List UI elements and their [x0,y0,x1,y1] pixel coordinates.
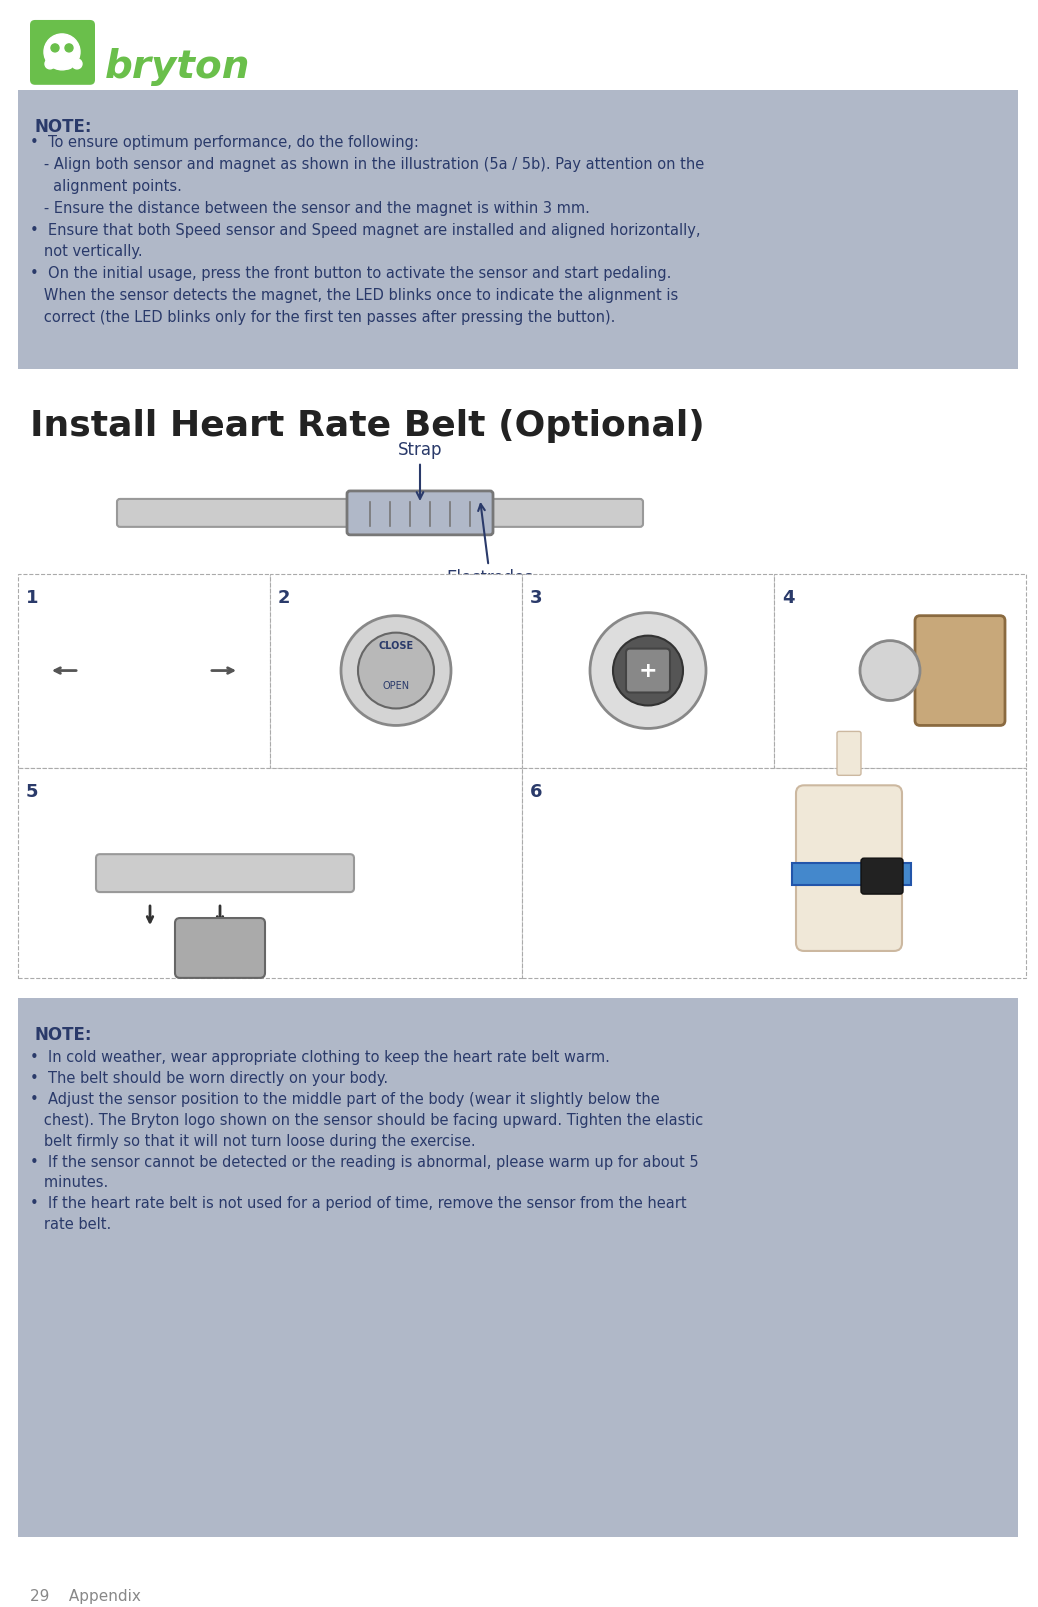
FancyBboxPatch shape [95,855,354,892]
FancyBboxPatch shape [30,19,95,85]
FancyBboxPatch shape [796,786,902,951]
Text: minutes.: minutes. [30,1175,108,1191]
FancyBboxPatch shape [175,918,265,979]
FancyBboxPatch shape [156,612,242,728]
Text: 29    Appendix: 29 Appendix [30,1589,141,1604]
Text: •  To ensure optimum performance, do the following:: • To ensure optimum performance, do the … [30,135,419,149]
Circle shape [63,59,73,69]
Text: alignment points.: alignment points. [30,178,182,193]
FancyBboxPatch shape [522,574,774,768]
Text: 4: 4 [782,588,794,607]
Text: Strap: Strap [398,440,442,498]
FancyBboxPatch shape [522,768,1026,979]
Text: rate belt.: rate belt. [30,1218,111,1233]
Circle shape [54,59,64,69]
Circle shape [44,34,80,69]
Text: - Ensure the distance between the sensor and the magnet is within 3 mm.: - Ensure the distance between the sensor… [30,201,590,215]
Text: belt firmly so that it will not turn loose during the exercise.: belt firmly so that it will not turn loo… [30,1133,475,1149]
Circle shape [358,633,434,709]
FancyBboxPatch shape [18,998,1018,1536]
Circle shape [342,615,450,725]
FancyBboxPatch shape [347,492,493,535]
Text: •  If the sensor cannot be detected or the reading is abnormal, please warm up f: • If the sensor cannot be detected or th… [30,1154,699,1170]
Text: 3: 3 [530,588,543,607]
FancyBboxPatch shape [861,858,903,893]
Text: - Align both sensor and magnet as shown in the illustration (5a / 5b). Pay atten: - Align both sensor and magnet as shown … [30,156,704,172]
Text: not vertically.: not vertically. [30,244,142,259]
Text: correct (the LED blinks only for the first ten passes after pressing the button): correct (the LED blinks only for the fir… [30,310,616,325]
FancyBboxPatch shape [117,498,643,527]
Text: +: + [638,660,657,680]
Text: NOTE:: NOTE: [35,1025,92,1045]
Text: •  Ensure that both Speed sensor and Speed magnet are installed and aligned hori: • Ensure that both Speed sensor and Spee… [30,222,701,238]
Text: 1: 1 [26,588,38,607]
Text: bryton: bryton [105,48,250,85]
Circle shape [45,59,55,69]
FancyBboxPatch shape [626,649,670,693]
Text: CLOSE: CLOSE [379,641,413,651]
Text: 6: 6 [530,783,543,802]
Circle shape [613,636,683,705]
Circle shape [51,43,59,51]
Circle shape [590,612,706,728]
FancyBboxPatch shape [46,612,132,728]
FancyBboxPatch shape [837,731,861,775]
Text: NOTE:: NOTE: [35,117,92,135]
Text: Electrodes: Electrodes [446,505,534,587]
Circle shape [72,59,82,69]
Text: When the sensor detects the magnet, the LED blinks once to indicate the alignmen: When the sensor detects the magnet, the … [30,288,678,304]
FancyBboxPatch shape [18,768,522,979]
FancyBboxPatch shape [792,863,911,885]
Text: Install Heart Rate Belt (Optional): Install Heart Rate Belt (Optional) [30,410,705,444]
Text: •  Adjust the sensor position to the middle part of the body (wear it slightly b: • Adjust the sensor position to the midd… [30,1091,660,1107]
Text: 2: 2 [278,588,291,607]
Circle shape [65,43,73,51]
FancyBboxPatch shape [270,574,522,768]
Text: •  In cold weather, wear appropriate clothing to keep the heart rate belt warm.: • In cold weather, wear appropriate clot… [30,1049,610,1065]
Text: •  On the initial usage, press the front button to activate the sensor and start: • On the initial usage, press the front … [30,267,672,281]
Text: 5: 5 [26,783,38,802]
Text: •  The belt should be worn directly on your body.: • The belt should be worn directly on yo… [30,1070,388,1086]
Circle shape [861,641,920,701]
FancyBboxPatch shape [916,615,1005,725]
Text: chest). The Bryton logo shown on the sensor should be facing upward. Tighten the: chest). The Bryton logo shown on the sen… [30,1112,704,1128]
FancyBboxPatch shape [774,574,1026,768]
FancyBboxPatch shape [18,90,1018,370]
Text: OPEN: OPEN [382,680,410,691]
Text: •  If the heart rate belt is not used for a period of time, remove the sensor fr: • If the heart rate belt is not used for… [30,1197,686,1212]
FancyBboxPatch shape [18,574,270,768]
